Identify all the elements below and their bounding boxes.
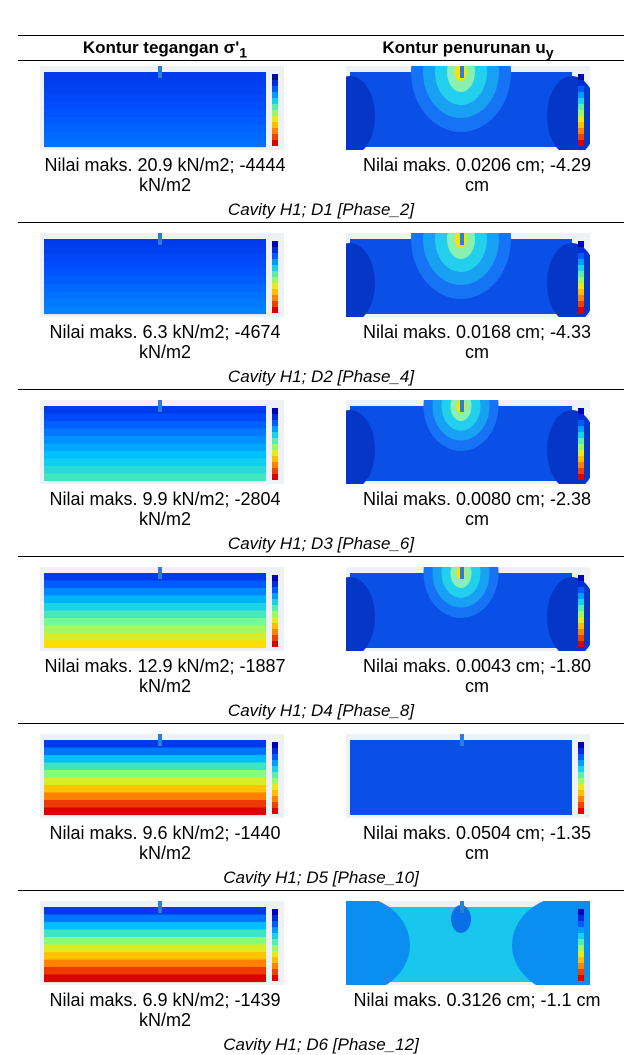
stress-caption: Nilai maks. 6.9 kN/m2; -1439 [49,990,281,1010]
settlement-caption: Nilai maks. 0.0080 cm; -2.38 [362,489,592,509]
stress-caption: kN/m2 [138,342,191,362]
settlement-contour-image [346,901,590,985]
stress-caption: kN/m2 [138,509,191,529]
row-rule [18,890,624,891]
settlement-caption: cm [465,175,489,195]
column-header: Kontur penurunan uy [312,38,624,61]
row-label: Cavity H1; D3 [Phase_6] [227,534,415,553]
column-header: Kontur tegangan σ'1 [18,38,312,61]
stress-contour-image [40,567,284,651]
row-rule [18,222,624,223]
settlement-caption: Nilai maks. 0.0043 cm; -1.80 [362,656,592,676]
settlement-caption: cm [465,676,489,696]
row-label: Cavity H1; D1 [Phase_2] [227,200,415,219]
stress-caption: Nilai maks. 6.3 kN/m2; -4674 [49,322,281,342]
stress-contour-image [40,400,284,484]
stress-caption: Nilai maks. 9.9 kN/m2; -2804 [49,489,281,509]
settlement-contour-image [346,567,590,651]
settlement-caption: Nilai maks. 0.0168 cm; -4.33 [362,322,592,342]
row-rule [18,556,624,557]
stress-caption: kN/m2 [138,175,191,195]
settlement-caption: Nilai maks. 0.0206 cm; -4.29 [362,155,592,175]
settlement-caption: cm [465,342,489,362]
settlement-caption: Nilai maks. 0.3126 cm; -1.1 cm [353,990,601,1010]
settlement-contour-image [346,734,590,818]
stress-contour-image [40,66,284,150]
stress-contour-image [40,901,284,985]
stress-caption: Nilai maks. 12.9 kN/m2; -1887 [44,656,286,676]
settlement-caption: cm [465,509,489,529]
settlement-caption: cm [465,843,489,863]
settlement-contour-image [346,400,590,484]
settlement-caption: Nilai maks. 0.0504 cm; -1.35 [362,823,592,843]
top-rule [18,35,624,36]
settlement-contour-image [346,66,590,150]
header-text: Kontur tegangan σ' [82,38,240,57]
row-label: Cavity H1; D6 [Phase_12] [223,1035,419,1054]
header-text: Kontur penurunan u [382,38,546,57]
row-rule [18,389,624,390]
row-rule [18,723,624,724]
header-subscript: 1 [239,45,248,62]
stress-contour-image [40,734,284,818]
settlement-contour-image [346,233,590,317]
stress-caption: kN/m2 [138,676,191,696]
row-label: Cavity H1; D4 [Phase_8] [227,701,415,720]
header-rule [18,60,624,61]
stress-caption: kN/m2 [138,1010,191,1030]
row-label: Cavity H1; D5 [Phase_10] [223,868,419,887]
stress-caption: kN/m2 [138,843,191,863]
header-subscript: y [545,45,554,62]
stress-caption: Nilai maks. 20.9 kN/m2; -4444 [44,155,286,175]
stress-caption: Nilai maks. 9.6 kN/m2; -1440 [49,823,281,843]
stress-contour-image [40,233,284,317]
row-label: Cavity H1; D2 [Phase_4] [227,367,415,386]
